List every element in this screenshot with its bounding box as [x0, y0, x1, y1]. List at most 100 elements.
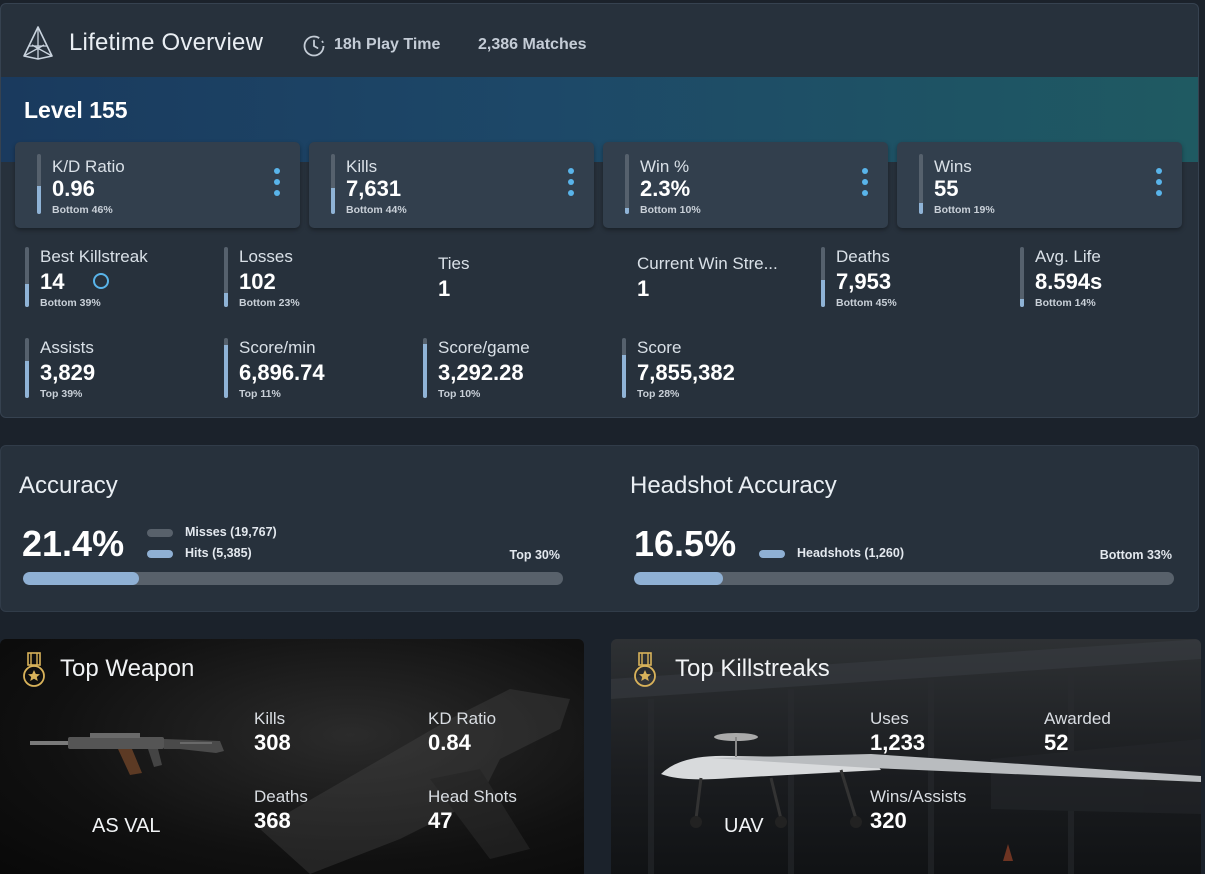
stat-label: Score/min	[239, 338, 316, 357]
more-options-icon[interactable]	[274, 168, 280, 196]
stat-best-killstreak: Best Killstreak 14 Bottom 39%	[25, 247, 205, 317]
killstreak-name: UAV	[724, 815, 764, 837]
percentile-bar	[919, 154, 923, 214]
headshot-rank: Bottom 33%	[1099, 548, 1172, 562]
percentile-bar-fill	[919, 202, 923, 214]
percentile-bar	[423, 338, 427, 398]
weapon-stat-kills: Kills 308	[254, 709, 291, 755]
top-killstreaks-title: Top Killstreaks	[675, 655, 830, 682]
legend-swatch	[147, 528, 173, 537]
stat-value: 6,896.74	[239, 360, 325, 385]
percentile-bar	[622, 338, 626, 398]
card-kd-ratio[interactable]: K/D Ratio 0.96 Bottom 46%	[15, 142, 300, 228]
weapon-stat-head-shots: Head Shots 47	[428, 787, 517, 833]
percentile-bar-fill	[224, 293, 228, 307]
loading-ring-icon	[93, 273, 109, 289]
killstreak-stat-awarded: Awarded 52	[1044, 709, 1111, 755]
stat-block: Wins 55 Bottom 19%	[919, 154, 1099, 224]
medal-icon	[23, 652, 45, 687]
card-kills[interactable]: Kills 7,631 Bottom 44%	[309, 142, 594, 228]
more-options-icon[interactable]	[568, 168, 574, 196]
stat-rank: Top 11%	[239, 388, 281, 400]
accuracy-progress-fill	[23, 572, 139, 585]
percentile-bar-fill	[625, 208, 629, 214]
more-options-icon[interactable]	[862, 168, 868, 196]
headshot-accuracy-title: Headshot Accuracy	[630, 472, 837, 499]
headshot-progress-fill	[634, 572, 724, 585]
stat-value: 14	[40, 269, 65, 294]
stat-rank: Bottom 23%	[239, 297, 300, 309]
headshot-progress-bar	[634, 572, 1174, 585]
legend-hits: Hits (5,385)	[147, 546, 252, 560]
stat-ties: Ties 1	[423, 247, 603, 317]
percentile-bar	[224, 247, 228, 307]
legend-misses: Misses (19,767)	[147, 525, 277, 539]
accuracy-panel: Accuracy 21.4% Misses (19,767) Hits (5,3…	[0, 445, 1199, 612]
stat-rank: Bottom 46%	[52, 204, 113, 216]
stat-rank: Bottom 39%	[40, 297, 101, 309]
stat-rank: Bottom 10%	[640, 204, 701, 216]
stat-label: Avg. Life	[1035, 247, 1101, 266]
stat-value: 55	[934, 176, 959, 201]
accuracy-progress-bar	[23, 572, 563, 585]
stat-losses: Losses 102 Bottom 23%	[224, 247, 404, 317]
stat-value: 8.594s	[1035, 269, 1103, 294]
stat-label: Best Killstreak	[40, 247, 148, 266]
percentile-bar-fill	[25, 361, 29, 398]
top-weapon-panel[interactable]: Top Weapon AS VAL Kills 308 KD Ratio 0.84 …	[0, 639, 584, 874]
top-weapon-title: Top Weapon	[60, 655, 195, 682]
page-title: Lifetime Overview	[69, 29, 264, 56]
legend-headshots: Headshots (1,260)	[759, 546, 904, 560]
pyramid-logo-icon	[23, 26, 53, 60]
lifetime-overview-panel: Lifetime Overview 18h Play Time 2,386 Ma…	[0, 3, 1199, 418]
stat-label: Ties	[438, 254, 470, 273]
percentile-bar-fill	[331, 187, 335, 214]
percentile-bar-fill	[423, 344, 427, 398]
percentile-bar-fill	[224, 344, 228, 398]
stat-block: Win % 2.3% Bottom 10%	[625, 154, 805, 224]
weapon-name: AS VAL	[92, 815, 161, 837]
play-time: 18h Play Time	[334, 36, 441, 53]
accuracy-title: Accuracy	[19, 472, 118, 499]
accuracy-rank: Top 30%	[509, 548, 560, 562]
stat-score-per-game: Score/game 3,292.28 Top 10%	[423, 338, 603, 408]
card-win-percent[interactable]: Win % 2.3% Bottom 10%	[603, 142, 888, 228]
stat-deaths: Deaths 7,953 Bottom 45%	[821, 247, 1001, 317]
more-options-icon[interactable]	[1156, 168, 1162, 196]
percentile-bar	[625, 154, 629, 214]
player-level: Level 155	[24, 97, 128, 123]
accuracy-value: 21.4%	[22, 523, 125, 564]
percentile-bar	[821, 247, 825, 307]
stat-label: K/D Ratio	[52, 157, 125, 176]
stat-block: Kills 7,631 Bottom 44%	[331, 154, 511, 224]
stat-label: Kills	[346, 157, 378, 176]
stat-label: Losses	[239, 247, 293, 266]
stat-rank: Bottom 14%	[1035, 297, 1096, 309]
weapon-stat-deaths: Deaths 368	[254, 787, 308, 833]
stat-value: 3,292.28	[438, 360, 524, 385]
stat-label: Score	[637, 338, 682, 357]
clock-icon	[303, 35, 325, 57]
card-wins[interactable]: Wins 55 Bottom 19%	[897, 142, 1182, 228]
percentile-bar-fill	[25, 283, 29, 307]
top-killstreaks-panel[interactable]: Top Killstreaks UAV Uses 1,233 Awarded 52 …	[611, 639, 1201, 874]
legend-swatch	[147, 549, 173, 558]
percentile-bar	[331, 154, 335, 214]
stat-value: 7,953	[836, 269, 892, 294]
stat-label: Wins	[934, 157, 972, 176]
stat-rank: Bottom 19%	[934, 204, 995, 216]
stat-value: 7,631	[346, 176, 402, 201]
stat-score: Score 7,855,382 Top 28%	[622, 338, 802, 408]
percentile-bar-fill	[622, 354, 626, 398]
matches-count: 2,386 Matches	[478, 36, 587, 53]
stat-label: Score/game	[438, 338, 530, 357]
stat-rank: Top 28%	[637, 388, 680, 400]
percentile-bar-fill	[37, 186, 41, 214]
stat-score-per-min: Score/min 6,896.74 Top 11%	[224, 338, 404, 408]
medal-icon	[634, 652, 656, 687]
stat-value: 1	[438, 276, 451, 301]
stat-avg-life: Avg. Life 8.594s Bottom 14%	[1020, 247, 1198, 317]
stat-value: 102	[239, 269, 276, 294]
stat-block: K/D Ratio 0.96 Bottom 46%	[37, 154, 217, 224]
stat-label: Current Win Stre...	[637, 254, 778, 273]
